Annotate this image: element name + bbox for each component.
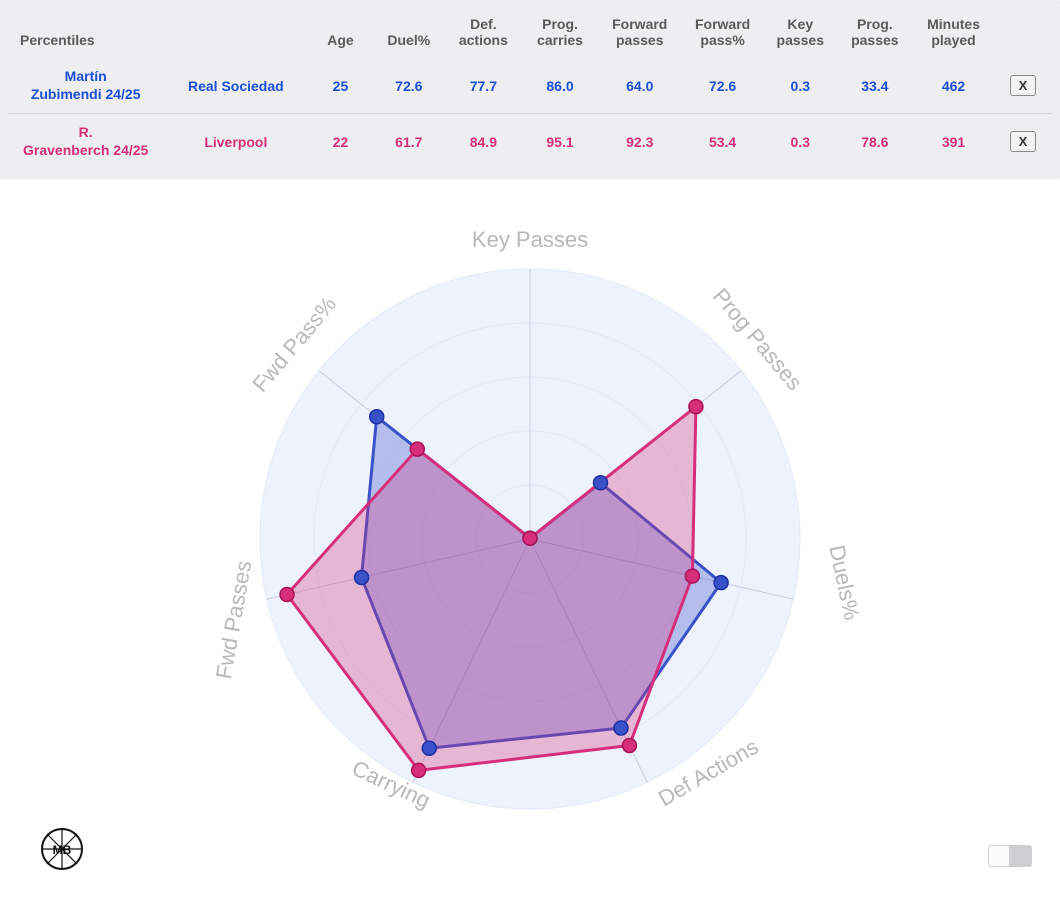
player-name[interactable]: R.Gravenberch 24/25: [8, 114, 163, 170]
stat-cell: 61.7: [373, 114, 446, 170]
remove-button[interactable]: X: [1010, 75, 1037, 96]
percentiles-table: Percentiles Age Duel% Def. actions Prog.…: [8, 6, 1052, 169]
remove-button[interactable]: X: [1010, 131, 1037, 152]
logo-text: MB: [53, 843, 72, 857]
stat-cell: 77.7: [445, 58, 522, 114]
stat-cell: 25: [308, 58, 372, 114]
stat-cell: 92.3: [598, 114, 681, 170]
radar-marker: [355, 570, 369, 584]
header-duel: Duel%: [373, 6, 446, 58]
radar-chart-area: Key PassesProg PassesDuels%Def ActionsCa…: [0, 189, 1060, 889]
header-progpasses: Prog. passes: [837, 6, 914, 58]
table-row: R.Gravenberch 24/25Liverpool2261.784.995…: [8, 114, 1052, 170]
header-percentiles: Percentiles: [8, 6, 163, 58]
stat-cell: 86.0: [522, 58, 599, 114]
stat-cell: 0.3: [764, 114, 837, 170]
table-header-row: Percentiles Age Duel% Def. actions Prog.…: [8, 6, 1052, 58]
radar-marker: [523, 531, 537, 545]
radar-marker: [714, 576, 728, 590]
stat-cell: 72.6: [373, 58, 446, 114]
radar-marker: [594, 476, 608, 490]
stat-cell: 0.3: [764, 58, 837, 114]
radar-marker: [422, 741, 436, 755]
radar-marker: [689, 400, 703, 414]
header-fwdpasspct: Forward pass%: [681, 6, 764, 58]
player-team: Liverpool: [163, 114, 308, 170]
remove-cell: X: [994, 58, 1052, 114]
stat-cell: 391: [913, 114, 994, 170]
radar-axis-label: Fwd Passes: [211, 559, 256, 681]
header-remove: [994, 6, 1052, 58]
player-team: Real Sociedad: [163, 58, 308, 114]
header-defactions: Def. actions: [445, 6, 522, 58]
radar-marker: [614, 721, 628, 735]
stat-cell: 22: [308, 114, 372, 170]
remove-cell: X: [994, 114, 1052, 170]
stat-cell: 78.6: [837, 114, 914, 170]
radar-marker: [370, 410, 384, 424]
header-progcarries: Prog. carries: [522, 6, 599, 58]
header-keypasses: Key passes: [764, 6, 837, 58]
radar-chart: Key PassesProg PassesDuels%Def ActionsCa…: [0, 189, 1060, 889]
header-fwdpasses: Forward passes: [598, 6, 681, 58]
toggle-knob: [989, 846, 1009, 866]
player-name[interactable]: MartínZubimendi 24/25: [8, 58, 163, 114]
radar-axis-label: Key Passes: [472, 227, 588, 252]
table-row: MartínZubimendi 24/25Real Sociedad2572.6…: [8, 58, 1052, 114]
radar-marker: [412, 763, 426, 777]
radar-axis-label: Duels%: [824, 543, 864, 622]
radar-marker: [280, 587, 294, 601]
stat-cell: 53.4: [681, 114, 764, 170]
header-team: [163, 6, 308, 58]
stat-cell: 95.1: [522, 114, 599, 170]
stat-cell: 462: [913, 58, 994, 114]
view-toggle[interactable]: [988, 845, 1032, 867]
radar-marker: [685, 569, 699, 583]
stat-cell: 84.9: [445, 114, 522, 170]
radar-marker: [410, 442, 424, 456]
mb-logo: MB: [40, 827, 84, 871]
stat-cell: 64.0: [598, 58, 681, 114]
stat-cell: 72.6: [681, 58, 764, 114]
header-minutes: Minutes played: [913, 6, 994, 58]
stat-cell: 33.4: [837, 58, 914, 114]
percentiles-table-container: Percentiles Age Duel% Def. actions Prog.…: [0, 0, 1060, 179]
radar-marker: [622, 739, 636, 753]
header-age: Age: [308, 6, 372, 58]
